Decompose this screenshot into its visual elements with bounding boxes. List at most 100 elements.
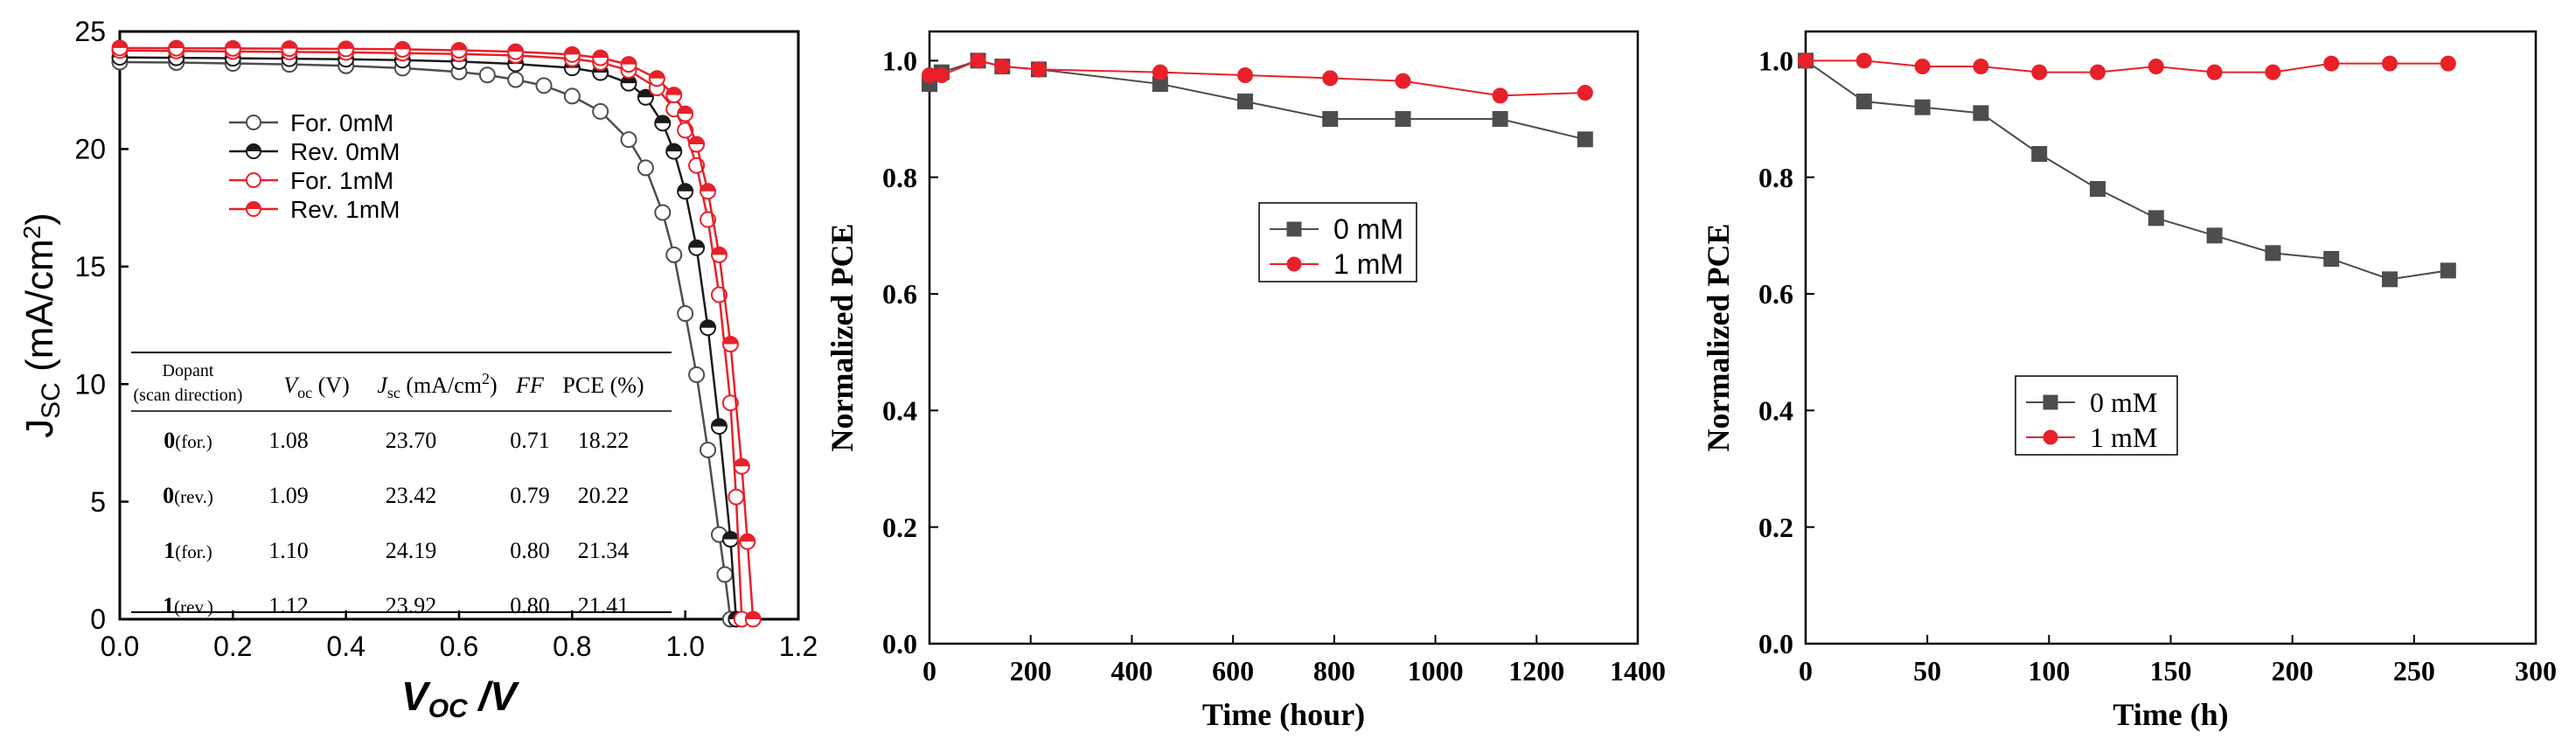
table-cell-jsc: 23.42: [386, 483, 437, 508]
y-tick-label: 20: [74, 134, 106, 165]
series-line: [119, 46, 755, 620]
marker-fill: [649, 71, 665, 79]
marker-fill: [225, 40, 240, 49]
y-tick-label: 0.4: [882, 395, 917, 427]
legend-frame: [1258, 202, 1417, 282]
legend-marker: [246, 201, 261, 217]
y-tick-label: 0.6: [1758, 278, 1793, 310]
data-point: [2148, 210, 2164, 227]
data-point: [721, 394, 739, 412]
series-line: [929, 59, 1586, 141]
plot-frame: [118, 30, 800, 621]
data-point: [2440, 55, 2456, 72]
data-point: [1855, 94, 1872, 109]
legend-marker: [246, 115, 261, 130]
marker-fill: [745, 611, 761, 619]
data-point: [2206, 227, 2223, 244]
marker-fill: [678, 106, 693, 115]
marker-fill: [689, 136, 705, 145]
table-row: 0(for.) 1.08 23.70 0.71 18.22: [164, 428, 629, 453]
data-point: [2382, 55, 2398, 72]
table-cell-dopant: 0(rev.): [163, 483, 213, 508]
data-point: [592, 49, 609, 66]
plot-frame: [1804, 30, 2538, 645]
x-tick-label: 400: [1110, 655, 1152, 687]
data-point: [721, 336, 739, 353]
legend-label: Rev. 1mM: [290, 196, 400, 223]
series-line: [119, 56, 738, 620]
x-tick-label: 150: [2150, 655, 2192, 687]
data-point: [716, 566, 734, 583]
data-point: [535, 77, 553, 94]
data-point: [478, 66, 496, 84]
marker-fill: [700, 320, 716, 328]
data-point: [1492, 87, 1508, 104]
data-point: [721, 531, 739, 548]
table-cell-voc: 1.08: [268, 428, 309, 453]
legend-marker: [246, 143, 261, 159]
data-point: [665, 246, 683, 263]
table-row: 1(for.) 1.10 24.19 0.80 21.34: [164, 538, 629, 563]
data-point: [1322, 70, 1339, 87]
data-point: [665, 143, 683, 160]
y-tick-label: 0.0: [882, 628, 917, 659]
legend-marker: [1286, 221, 1302, 237]
table-cell-voc: 1.09: [268, 483, 309, 508]
data-point: [710, 418, 728, 436]
data-point: [1914, 99, 1931, 115]
data-point: [994, 59, 1011, 74]
legend-label: 1 mM: [2090, 422, 2157, 453]
data-point: [677, 105, 694, 122]
data-point: [507, 71, 525, 88]
marker-fill: [666, 87, 682, 95]
data-point: [637, 159, 654, 177]
table-cell-voc: 1.12: [268, 593, 309, 618]
data-point: [1237, 67, 1254, 83]
data-point: [700, 441, 717, 458]
data-point: [224, 39, 241, 57]
marker-fill: [593, 50, 609, 59]
data-point: [1973, 105, 1989, 122]
x-tick-label: 1.0: [665, 631, 704, 662]
table-cell-jsc: 23.92: [386, 593, 437, 618]
marker-fill: [451, 43, 467, 51]
data-point: [2031, 64, 2048, 80]
y-tick-label: 5: [90, 486, 106, 518]
y-tick-label: 0.6: [882, 278, 917, 310]
x-tick-label: 600: [1212, 655, 1254, 687]
x-tick-label: 800: [1313, 655, 1355, 687]
legend-label: 0 mM: [2090, 387, 2157, 418]
data-point: [637, 88, 654, 106]
data-point: [1152, 64, 1168, 80]
data-point: [1577, 85, 1593, 101]
y-tick-label: 0.8: [1758, 162, 1793, 193]
data-point: [970, 52, 986, 69]
chart-stability-h: 0 50 100 150 200 250 300 0.0 0.2 0.4 0.6 0.8 1.0 Time…: [1701, 30, 2557, 732]
marker-fill: [508, 44, 524, 52]
table-cell-pce: 18.22: [578, 428, 630, 453]
table-header-pce: PCE (%): [562, 373, 644, 398]
plot-frame: [928, 30, 1640, 645]
series-line: [119, 60, 732, 620]
legend-marker: [246, 172, 261, 188]
data-point: [2323, 55, 2340, 72]
table-cell-ff: 0.71: [510, 428, 550, 453]
x-tick-label: 1400: [1610, 655, 1666, 687]
series-line: [119, 49, 743, 620]
data-point: [620, 131, 637, 149]
data-point: [677, 183, 694, 200]
data-point: [710, 246, 728, 263]
data-point: [2382, 271, 2398, 288]
x-tick-label: 0.6: [440, 631, 478, 662]
x-axis-label: Time (h): [2113, 697, 2228, 732]
marker-fill: [711, 419, 727, 427]
data-point: [688, 136, 706, 153]
legend-marker: [2043, 429, 2058, 445]
series-line: [1805, 59, 2448, 281]
x-axis-label: VOC /V: [401, 673, 519, 723]
data-point: [620, 56, 637, 73]
data-point: [2206, 64, 2223, 80]
data-point: [1492, 111, 1508, 127]
data-point: [563, 87, 581, 105]
